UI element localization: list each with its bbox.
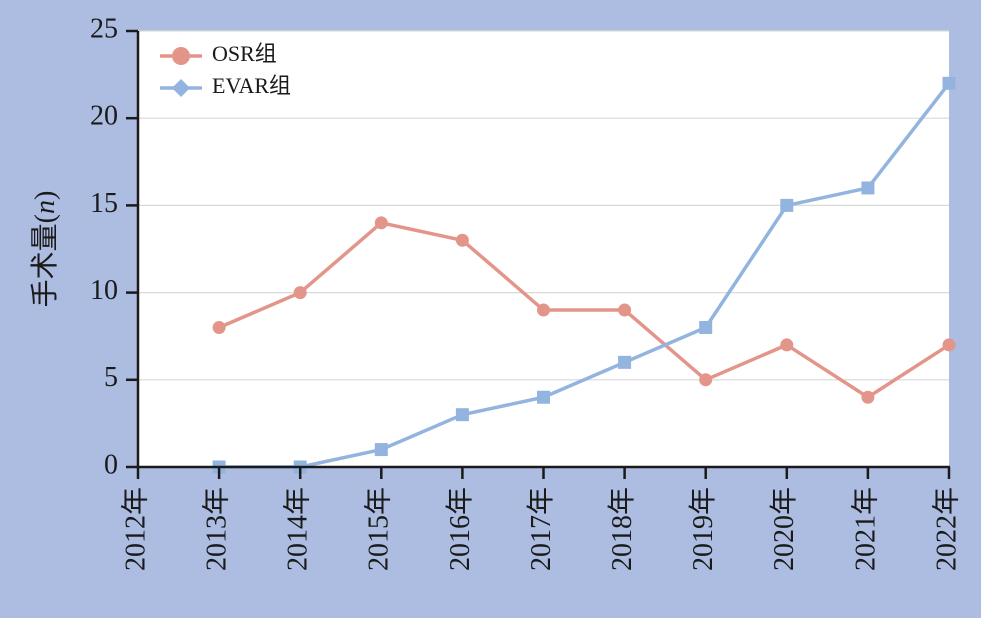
x-tick-label-9: 2021年: [849, 487, 881, 571]
data-point-1-5: [537, 390, 550, 404]
data-point-1-10: [942, 76, 956, 90]
x-tick-label-5: 2017年: [525, 487, 557, 571]
data-point-0-8: [780, 338, 794, 352]
data-point-0-10: [942, 338, 956, 352]
data-point-0-1: [212, 320, 226, 334]
data-point-0-3: [374, 216, 388, 230]
x-tick-label-2: 2014年: [282, 487, 314, 571]
data-point-0-4: [455, 233, 469, 247]
y-tick-label-5: 5: [104, 362, 118, 393]
series-line-0: [218, 221, 950, 399]
x-tick-label-3: 2015年: [363, 487, 395, 571]
legend: OSR组 EVAR组: [160, 41, 291, 98]
gridlines: [138, 30, 949, 381]
data-point-0-7: [699, 373, 713, 387]
data-point-0-2: [293, 286, 307, 300]
data-point-0-6: [618, 303, 632, 317]
y-axis-label: 手术量(n): [29, 191, 61, 308]
y-axis-label-suffix: ): [30, 191, 61, 200]
x-tick-label-1: 2013年: [201, 487, 233, 571]
data-point-1-6: [618, 355, 632, 369]
x-tick-label-7: 2019年: [687, 487, 719, 571]
data-point-1-3: [374, 443, 388, 457]
legend-label-1: EVAR组: [212, 73, 291, 98]
y-axis-label-italic: n: [30, 200, 61, 214]
data-point-1-4: [455, 408, 469, 422]
data-point-1-9: [861, 181, 875, 195]
series-layer: [212, 76, 956, 474]
y-tick-label-20: 20: [90, 101, 118, 132]
data-point-0-9: [861, 390, 875, 404]
y-axis-label-prefix: 手术量(: [29, 214, 61, 307]
y-tick-label-15: 15: [90, 188, 118, 219]
data-point-0-5: [537, 303, 550, 317]
x-tick-label-4: 2016年: [444, 487, 476, 571]
x-tick-label-8: 2020年: [768, 487, 800, 571]
axes: 0 5 10 15 20 25 2012年 2013年 2014年 2015年 2016年 2017年…: [90, 13, 962, 571]
y-tick-label-25: 25: [90, 13, 118, 44]
legend-marker-0: [172, 47, 190, 65]
data-point-1-7: [699, 320, 713, 334]
legend-label-0: OSR组: [212, 41, 277, 66]
x-tick-label-0: 2012年: [119, 487, 151, 571]
y-tick-label-10: 10: [90, 275, 118, 306]
x-tick-label-10: 2022年: [930, 487, 962, 571]
legend-marker-1: [172, 79, 190, 97]
y-tick-label-0: 0: [104, 449, 118, 480]
data-point-1-8: [780, 198, 794, 212]
x-tick-label-6: 2018年: [606, 487, 638, 571]
series-line-1: [219, 82, 951, 469]
